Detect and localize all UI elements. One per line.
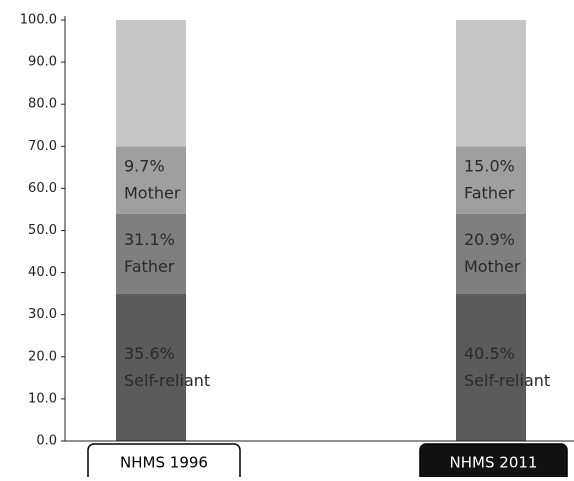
bar-segment (456, 20, 526, 147)
category-box (87, 443, 241, 481)
y-tick-label: 90.0 (28, 55, 57, 70)
x-tick-label: NHMS 2011 (450, 454, 538, 472)
y-tick-label: 100.0 (20, 13, 57, 28)
bar-segment (116, 146, 186, 214)
segment-label: 40.5% (464, 344, 515, 363)
segment-label: 15.0% (464, 156, 515, 175)
segment-label: 9.7% (124, 156, 165, 175)
segment-label: Self-reliant (464, 371, 550, 390)
bar-segment (116, 213, 186, 294)
x-tick-label: NHMS 1996 (120, 454, 208, 472)
y-tick-label: 70.0 (28, 139, 57, 154)
bar-segment (116, 293, 186, 441)
segment-label: Self-reliant (124, 371, 210, 390)
y-tick-label: 40.0 (28, 265, 57, 280)
y-tick-label: 50.0 (28, 223, 57, 238)
segment-label: 31.1% (124, 230, 175, 249)
y-tick-label: 10.0 (28, 391, 57, 406)
category-box (419, 443, 568, 481)
bar-segment (456, 213, 526, 294)
y-tick-label: 30.0 (28, 307, 57, 322)
bar-segment (116, 20, 186, 147)
y-tick-label: 60.0 (28, 181, 57, 196)
segment-label: 35.6% (124, 344, 175, 363)
bar-segment (456, 293, 526, 441)
y-tick-label: 80.0 (28, 97, 57, 112)
segment-label: Mother (124, 183, 181, 202)
segment-label: 20.9% (464, 230, 515, 249)
y-tick-label: 0.0 (36, 434, 57, 449)
segment-label: Mother (464, 257, 521, 276)
segment-label: Father (464, 183, 515, 202)
segment-label: Father (124, 257, 175, 276)
bar-segment (456, 146, 526, 214)
y-tick-label: 20.0 (28, 349, 57, 364)
